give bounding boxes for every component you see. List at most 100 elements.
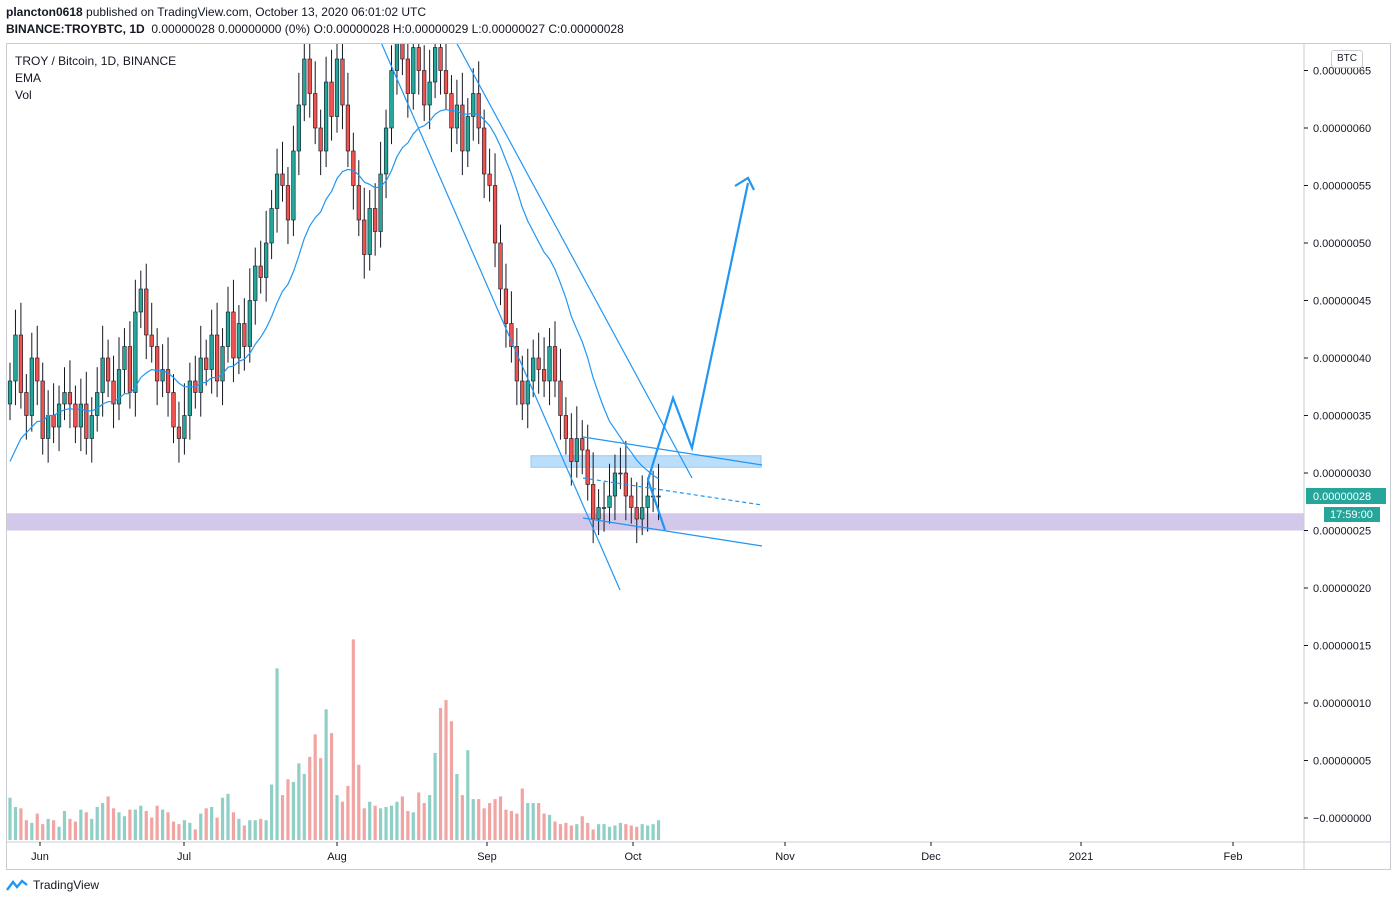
volume-bar [237, 818, 241, 840]
candle [116, 369, 122, 405]
trendline-upper [456, 44, 693, 479]
volume-bar [90, 818, 94, 840]
volume-bar [493, 799, 497, 840]
time-tick-label: Sep [477, 851, 497, 863]
candle [231, 311, 236, 359]
ohlc-values: 0.00000028 0.00000000 (0%) O:0.00000028 … [151, 22, 624, 36]
candle [89, 415, 94, 439]
volume-bar [449, 721, 454, 840]
chart-frame[interactable] [6, 43, 1391, 870]
candle [198, 357, 203, 393]
price-tick-label: 0.00000030 [1313, 468, 1371, 480]
countdown-label: 17:59:00 [1330, 509, 1373, 521]
volume-bar [259, 818, 263, 840]
candle [176, 426, 182, 439]
volume-bar [242, 825, 246, 840]
volume-bar [520, 788, 524, 840]
volume-bar [171, 821, 176, 840]
price-tick-label: 0.00000050 [1313, 238, 1371, 250]
volume-bar [226, 793, 230, 840]
volume-bar [586, 822, 590, 840]
candle [18, 334, 24, 393]
volume-bar [204, 808, 208, 840]
plot-area[interactable] [7, 4, 1304, 840]
candle [334, 58, 340, 117]
volume-bar [155, 805, 159, 840]
price-tick-label: 0.00000035 [1313, 411, 1371, 423]
volume-bar [41, 824, 45, 840]
volume-bar [651, 824, 655, 840]
volume-bar [477, 799, 481, 840]
candle [503, 288, 509, 324]
candle [432, 47, 438, 83]
candle [302, 58, 307, 106]
current-price-tag [1306, 488, 1386, 504]
candle [340, 58, 345, 106]
volume-bar [618, 822, 622, 840]
candle [95, 392, 100, 416]
candle [563, 415, 568, 439]
candle [258, 265, 263, 278]
candle [269, 208, 274, 244]
candle [351, 150, 356, 186]
volume-bar [253, 820, 257, 840]
volume-bar [144, 810, 148, 840]
author-name[interactable]: plancton0618 [6, 5, 83, 19]
candle [520, 380, 525, 405]
candle [482, 127, 487, 175]
time-tick-label: Dec [921, 851, 941, 863]
candle [367, 208, 372, 255]
symbol-label: BINANCE:TROYBTC, 1D [6, 22, 145, 36]
volume-bar [117, 812, 121, 840]
volume-bar [346, 785, 350, 840]
volume-bar [128, 809, 132, 840]
projection-arrowhead [734, 176, 755, 191]
candle [411, 47, 416, 94]
candle [362, 219, 367, 255]
volume-bar [193, 829, 197, 840]
price-tick-label: 0.00000005 [1313, 756, 1371, 768]
volume-bar [231, 812, 236, 840]
volume-bar [395, 801, 399, 840]
candle [634, 507, 639, 520]
legend-ema[interactable]: EMA [15, 71, 42, 85]
volume-bar [509, 810, 513, 840]
candle [656, 495, 661, 498]
support-zone [7, 513, 1304, 531]
candle [225, 311, 231, 347]
volume-bar [542, 813, 546, 840]
candle [160, 369, 165, 382]
volume-bar [19, 808, 23, 840]
volume-bar [210, 807, 214, 840]
legend-vol[interactable]: Vol [15, 88, 32, 102]
countdown-tag [1324, 507, 1380, 522]
candle [383, 127, 389, 175]
volume-bar [406, 810, 410, 840]
volume-bar [629, 825, 633, 840]
volume-bar [73, 821, 77, 840]
tradingview-footer[interactable]: TradingView [6, 878, 99, 892]
volume-bar [488, 803, 492, 840]
volume-bar [417, 792, 421, 840]
candle [427, 81, 432, 106]
volume-bar [182, 820, 186, 840]
candle [471, 93, 476, 117]
candle [285, 185, 291, 221]
volume-bar [433, 752, 437, 840]
candle [591, 484, 596, 520]
volume-bar [455, 774, 459, 840]
price-tick-label: 0.00000045 [1313, 296, 1371, 308]
time-tick-label: Feb [1224, 851, 1243, 863]
volume-bar [537, 803, 541, 840]
candle [514, 346, 519, 382]
time-tick-label: Jul [177, 851, 191, 863]
volume-bar [351, 639, 355, 840]
volume-bar [111, 808, 116, 840]
candle [400, 44, 405, 60]
currency-badge[interactable]: BTC [1331, 50, 1363, 68]
volume-bar [580, 816, 584, 840]
candle [133, 311, 138, 393]
candle [498, 242, 503, 290]
candle [618, 472, 623, 475]
